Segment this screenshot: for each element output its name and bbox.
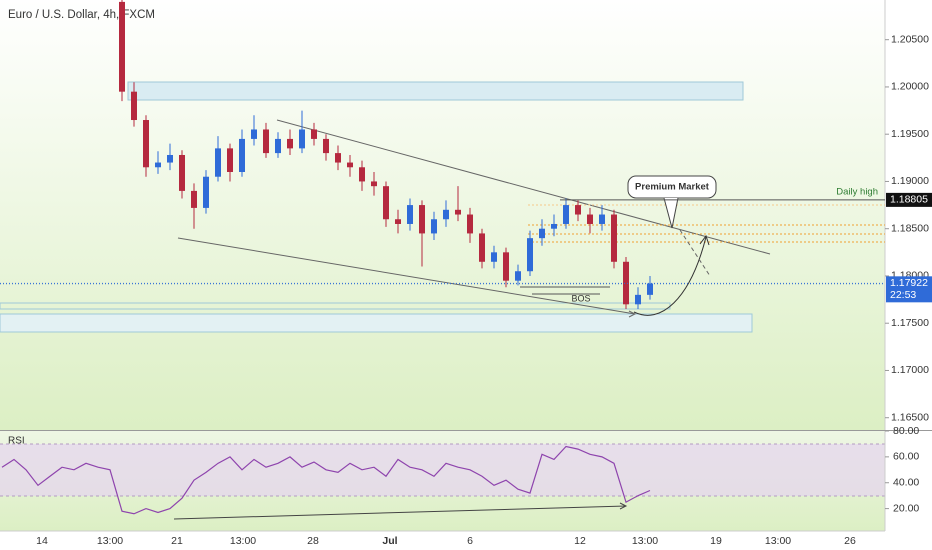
last-price-label: 1.17922	[890, 277, 928, 289]
rsi-line	[1, 445, 651, 515]
x-tick-label: 19	[710, 535, 722, 547]
candle-body	[155, 162, 161, 168]
daily-high-name: Daily high	[836, 186, 878, 197]
supply-zone	[127, 81, 744, 101]
rsi-title: RSI	[8, 436, 25, 447]
candle-body	[359, 167, 365, 182]
x-tick-label: 6	[467, 535, 473, 547]
arrow-head	[699, 234, 710, 246]
demand-zone	[0, 313, 753, 333]
candle-body	[215, 148, 221, 177]
countdown-label: 22:53	[890, 289, 916, 301]
price-pane	[0, 0, 885, 430]
candle-body	[287, 138, 293, 149]
candle-body	[275, 138, 281, 154]
candle-body	[467, 214, 473, 234]
candle-body	[395, 219, 401, 224]
arrow-head	[628, 310, 637, 318]
candle-body	[299, 129, 305, 149]
candle-body	[407, 205, 413, 224]
candle-body	[251, 129, 257, 139]
candle-body	[599, 214, 605, 224]
candle-body	[431, 219, 437, 234]
candle-body	[491, 252, 497, 262]
x-tick-label: 28	[307, 535, 319, 547]
candle-body	[443, 209, 449, 220]
candle-body	[515, 271, 521, 281]
candle-body	[371, 181, 377, 187]
candle-body	[587, 214, 593, 224]
rsi-tick-label: 40.00	[893, 477, 919, 489]
x-tick-label: 13:00	[765, 535, 791, 547]
rsi-tick-label: 80.00	[893, 425, 919, 437]
candle-body	[527, 238, 533, 272]
x-tick-label: 13:00	[97, 535, 123, 547]
bos-line	[520, 286, 610, 295]
candle-body	[239, 138, 245, 172]
candle-body	[143, 120, 149, 168]
x-tick-label: 12	[574, 535, 586, 547]
candle-body	[479, 233, 485, 262]
candle-body	[347, 162, 353, 168]
daily-high-label: 1.18805	[890, 194, 928, 206]
candle-body	[635, 294, 641, 305]
candle-body	[647, 283, 653, 295]
candle-body	[419, 205, 425, 234]
y-tick-label: 1.20500	[891, 33, 929, 45]
candle-body	[455, 209, 461, 215]
price-axis	[885, 0, 932, 550]
x-tick-label: 26	[844, 535, 856, 547]
candle-body	[323, 138, 329, 154]
rsi-tick-label: 20.00	[893, 502, 919, 514]
candle-body	[335, 153, 341, 163]
bos-label: BOS	[571, 293, 590, 303]
projection-curve	[633, 236, 707, 316]
x-tick-label: 21	[171, 535, 183, 547]
candle-body	[131, 91, 137, 121]
callout-text: Premium Market	[635, 182, 710, 193]
trend-line	[276, 119, 771, 255]
y-tick-label: 1.18500	[891, 222, 929, 234]
candle-body	[611, 214, 617, 262]
y-tick-label: 1.17000	[891, 364, 929, 376]
callout-pointer	[663, 197, 679, 229]
rsi-tick-label: 60.00	[893, 451, 919, 463]
x-tick-label: Jul	[382, 535, 397, 547]
arrow-head	[619, 502, 628, 510]
price-badge	[886, 276, 932, 303]
fib-lines	[528, 204, 885, 243]
candle-body	[575, 205, 581, 215]
projection-dashed	[679, 229, 711, 277]
price-badge	[886, 192, 932, 207]
y-tick-label: 1.19500	[891, 128, 929, 140]
x-tick-label: 14	[36, 535, 48, 547]
x-tick-label: 13:00	[230, 535, 256, 547]
candle-body	[563, 205, 569, 224]
chart-title: Euro / U.S. Dollar, 4h, FXCM	[8, 9, 155, 21]
candle-body	[227, 148, 233, 172]
x-tick-label: 13:00	[632, 535, 658, 547]
candle-body	[311, 129, 317, 139]
rsi-divergence	[173, 505, 627, 520]
y-tick-label: 1.17500	[891, 317, 929, 329]
y-tick-label: 1.19000	[891, 175, 929, 187]
candle-body	[203, 176, 209, 208]
candle-body	[119, 1, 125, 92]
candle-body	[383, 186, 389, 220]
y-tick-label: 1.16500	[891, 411, 929, 423]
candle-body	[503, 252, 509, 281]
candle-body	[263, 129, 269, 154]
candle-body	[539, 228, 545, 239]
rsi-band	[0, 444, 885, 496]
trend-line	[177, 237, 636, 315]
candle-body	[179, 154, 185, 191]
candle-body	[623, 261, 629, 305]
candle-body	[551, 223, 557, 229]
candle-body	[167, 154, 173, 163]
y-tick-label: 1.20000	[891, 81, 929, 93]
candle-body	[191, 190, 197, 208]
